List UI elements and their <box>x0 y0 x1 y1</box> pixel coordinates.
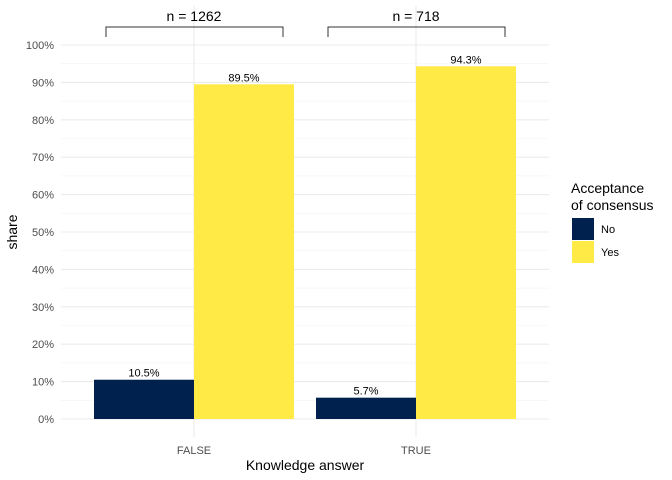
legend-title: of consensus <box>571 197 654 213</box>
bar-value-label: 5.7% <box>353 386 378 398</box>
legend-title: Acceptance <box>571 180 644 196</box>
bar-no-false <box>94 379 194 419</box>
legend-swatch-yes <box>572 241 594 263</box>
bar-no-true <box>316 397 416 419</box>
legend-label: No <box>601 224 615 236</box>
x-tick-labels: FALSE TRUE <box>177 445 431 457</box>
y-axis-title: share <box>4 214 20 249</box>
y-tick-label: 90% <box>32 77 54 89</box>
y-tick-label: 50% <box>32 227 54 239</box>
bar-value-label: 89.5% <box>228 72 259 84</box>
n-brackets: n = 1262 n = 718 <box>105 8 506 37</box>
y-tick-label: 70% <box>32 152 54 164</box>
y-tick-label: 20% <box>32 339 54 351</box>
n-bracket <box>327 26 506 37</box>
x-axis-title: Knowledge answer <box>246 457 365 473</box>
bar-value-label: 94.3% <box>450 54 481 66</box>
y-tick-label: 100% <box>26 40 54 52</box>
bar-labels: 10.5% 89.5% 5.7% 94.3% <box>128 54 481 397</box>
y-tick-label: 0% <box>38 414 54 426</box>
legend-label: Yes <box>601 247 619 259</box>
y-tick-labels: 0% 10% 20% 30% 40% 50% 60% 70% 80% 90% 100% <box>26 40 54 426</box>
bar-value-label: 10.5% <box>128 368 159 380</box>
bar-yes-true <box>416 66 516 420</box>
bars <box>94 66 516 420</box>
legend-swatch-no <box>572 218 594 240</box>
y-tick-label: 30% <box>32 302 54 314</box>
n-bracket <box>105 26 284 37</box>
bar-yes-false <box>194 84 294 420</box>
x-tick-label: TRUE <box>401 445 431 457</box>
y-tick-label: 80% <box>32 115 54 127</box>
n-label: n = 1262 <box>167 8 222 24</box>
x-tick-label: FALSE <box>177 445 211 457</box>
y-tick-label: 40% <box>32 264 54 276</box>
y-tick-label: 10% <box>32 377 54 389</box>
y-tick-label: 60% <box>32 190 54 202</box>
n-label: n = 718 <box>392 8 439 24</box>
